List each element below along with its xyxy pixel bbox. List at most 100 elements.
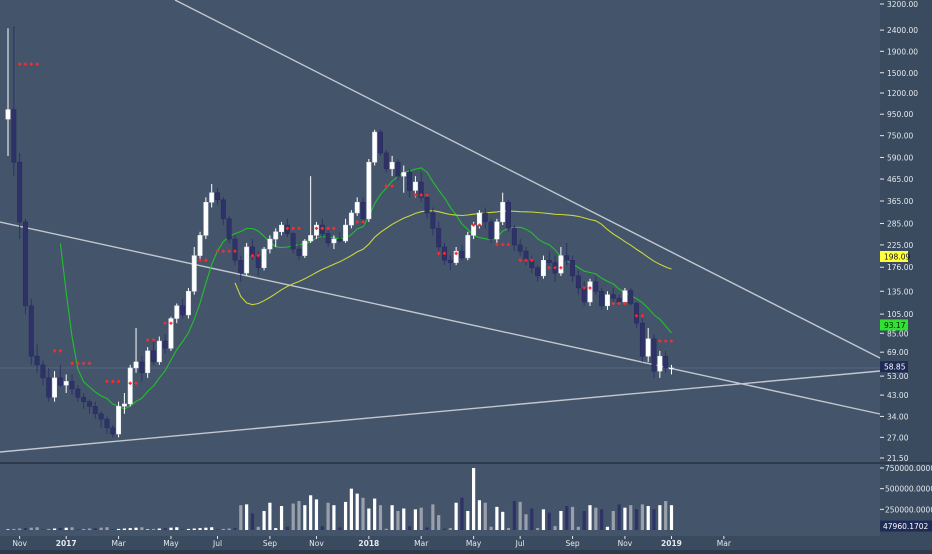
volume-bar: [437, 515, 441, 530]
volume-bar: [198, 528, 202, 530]
volume-bar: [29, 527, 33, 530]
volume-bar: [338, 527, 342, 530]
volume-bar: [664, 501, 668, 530]
signal-marker: [256, 254, 260, 258]
candle-body: [506, 202, 511, 229]
candle-body: [610, 294, 616, 299]
signal-marker: [477, 223, 482, 227]
signal-marker: [547, 266, 551, 270]
price-tag-label: 93.17: [884, 321, 906, 330]
candle-body: [418, 181, 424, 198]
candle-body: [663, 355, 669, 369]
volume-bar: [274, 528, 278, 530]
volume-bar: [140, 527, 144, 530]
price-tag-label: 58.85: [884, 363, 906, 372]
volume-bar: [210, 527, 214, 530]
signal-marker: [29, 62, 33, 66]
signal-marker: [454, 251, 458, 255]
candle-body: [669, 367, 674, 370]
candle-body: [209, 192, 215, 203]
candle-body: [540, 260, 546, 277]
candle-body: [325, 233, 331, 244]
candle-body: [75, 388, 81, 398]
volume-bar: [669, 505, 674, 530]
signal-marker: [617, 301, 621, 306]
time-tick-label: May: [466, 539, 482, 548]
volume-bar: [361, 497, 365, 530]
candle-body: [634, 303, 640, 324]
volume-bar: [588, 505, 592, 530]
volume-bar: [326, 502, 330, 530]
price-tick-label: 3200.00: [887, 0, 918, 9]
signal-markers: [18, 62, 674, 385]
volume-bar: [105, 527, 109, 530]
price-tick-label: 21.50: [887, 454, 909, 463]
signal-marker: [105, 379, 109, 384]
signal-marker: [23, 62, 28, 66]
candle-body: [11, 109, 17, 163]
volume-bar: [559, 510, 563, 530]
price-tick-label: 135.00: [887, 287, 913, 296]
candle-body: [308, 235, 314, 242]
volume-bar: [547, 512, 551, 530]
candle-body: [46, 377, 52, 398]
signal-marker: [524, 258, 528, 262]
volume-bar: [320, 526, 324, 530]
volume-bar: [454, 502, 458, 530]
volume-bar: [390, 505, 394, 530]
volume-bar: [279, 506, 284, 530]
candle-body: [447, 260, 453, 263]
volume-bar: [640, 504, 644, 530]
candle-body: [383, 152, 389, 170]
candle-body: [110, 427, 116, 435]
volume-bar: [448, 528, 452, 530]
volume-bars: [6, 468, 674, 530]
volume-bar: [495, 506, 499, 530]
signal-marker: [291, 226, 295, 230]
time-tick-label: Nov: [309, 539, 324, 548]
signal-marker: [506, 242, 511, 247]
time-tick-label: Mar: [112, 539, 127, 548]
volume-bar: [506, 528, 511, 530]
signal-marker: [111, 379, 115, 384]
time-tick-label: 2017: [56, 539, 77, 548]
moving-averages: [59, 167, 672, 410]
volume-bar: [169, 527, 173, 530]
volume-bar: [565, 506, 569, 530]
volume-bar: [582, 510, 586, 530]
volume-bar: [617, 504, 621, 530]
candle-body: [63, 381, 69, 386]
volume-bar: [407, 526, 412, 530]
volume-bar: [204, 527, 208, 530]
signal-marker: [146, 338, 150, 342]
candle-body: [482, 212, 488, 223]
price-tick-label: 2400.00: [887, 26, 918, 35]
volume-bar: [303, 505, 307, 530]
volume-bar: [512, 501, 516, 530]
volume-bar: [343, 501, 348, 530]
candle-body: [57, 377, 63, 386]
time-tick-label: Sep: [565, 539, 579, 548]
volume-bar: [419, 507, 423, 530]
volume-bar: [466, 510, 470, 530]
volume-bar: [297, 501, 301, 530]
volume-bar: [518, 501, 522, 530]
volume-bar: [378, 505, 383, 530]
volume-bar: [402, 508, 406, 530]
volume-bar: [58, 528, 62, 530]
time-tick-label: Jul: [515, 539, 525, 548]
candle-body: [267, 238, 273, 250]
volume-tick-label: 250000.0000: [885, 505, 932, 514]
candle-body: [651, 338, 657, 372]
signal-marker: [530, 258, 534, 262]
candle-body: [302, 240, 308, 256]
time-axis-background: [0, 536, 880, 550]
signal-marker: [198, 258, 202, 262]
price-tick-label: 176.00: [887, 263, 913, 272]
candle-body: [197, 235, 203, 256]
signal-marker: [285, 226, 289, 230]
volume-bar: [41, 529, 45, 530]
volume-bar: [489, 526, 493, 530]
